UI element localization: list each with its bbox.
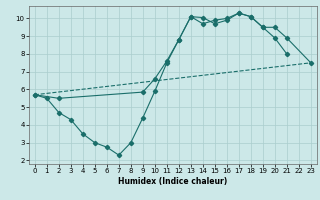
X-axis label: Humidex (Indice chaleur): Humidex (Indice chaleur) <box>118 177 228 186</box>
